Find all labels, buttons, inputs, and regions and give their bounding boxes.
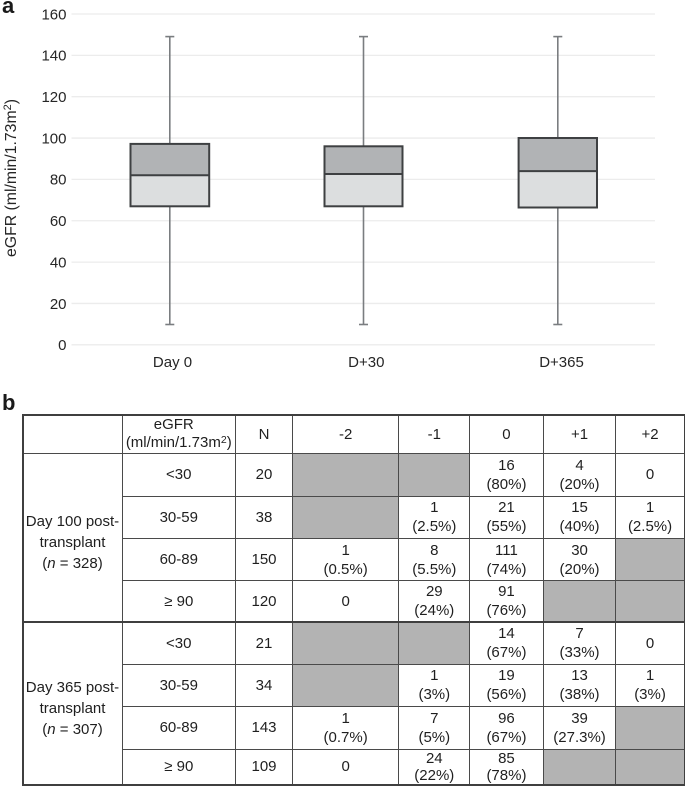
- svg-text:eGFR (ml/min/1.73m2): eGFR (ml/min/1.73m2): [2, 99, 20, 257]
- svg-text:100: 100: [41, 130, 66, 147]
- svg-text:40: 40: [50, 254, 67, 271]
- svg-text:Day 0: Day 0: [153, 354, 192, 371]
- svg-text:120: 120: [41, 89, 66, 106]
- svg-text:140: 140: [41, 48, 66, 65]
- svg-text:160: 160: [41, 6, 66, 23]
- svg-text:60: 60: [50, 213, 67, 230]
- svg-text:80: 80: [50, 172, 67, 189]
- svg-text:0: 0: [58, 337, 66, 354]
- svg-text:20: 20: [50, 296, 67, 313]
- svg-text:D+365: D+365: [539, 354, 584, 371]
- svg-text:D+30: D+30: [348, 354, 384, 371]
